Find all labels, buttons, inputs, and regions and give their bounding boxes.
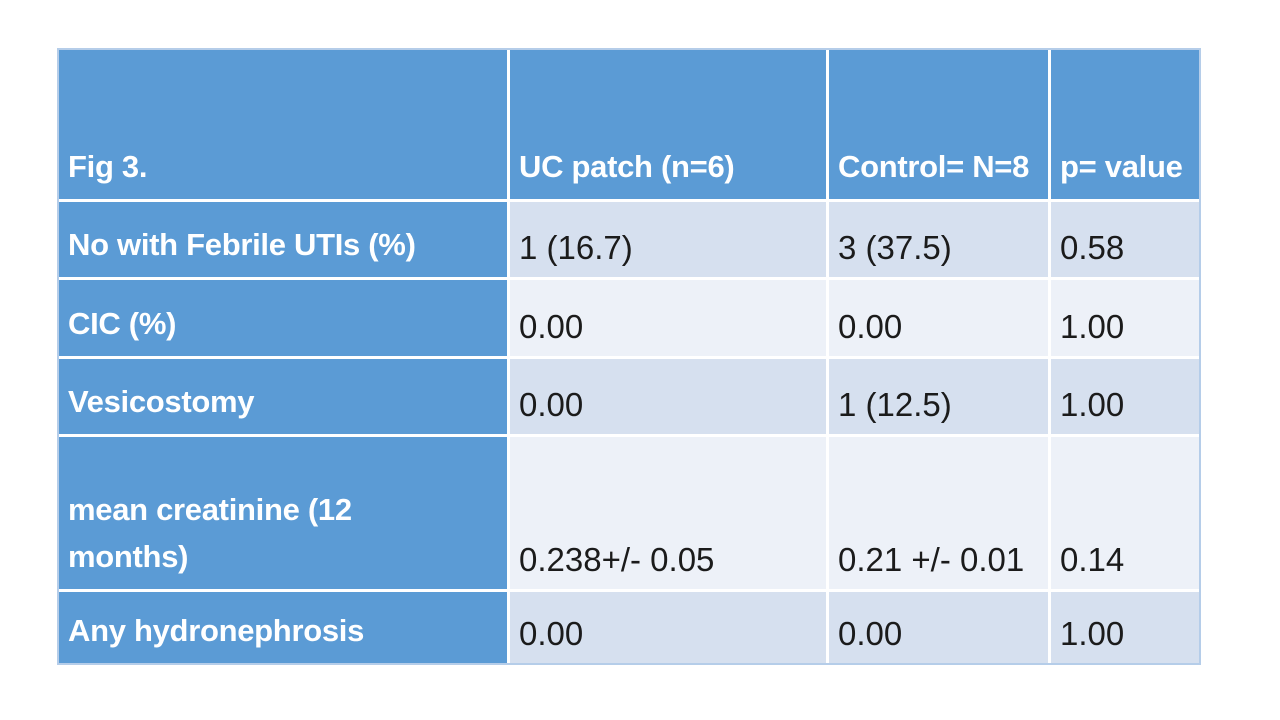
cell-febrile-control: 3 (37.5) (829, 202, 1048, 277)
study-results-table: Fig 3. UC patch (n=6) Control= N=8 p= va… (57, 48, 1201, 665)
cell-cic-uc-patch: 0.00 (510, 280, 826, 356)
cell-mean-creatinine-p-value: 0.14 (1051, 437, 1199, 589)
cell-cic-control: 0.00 (829, 280, 1048, 356)
cell-vesicostomy-p-value: 1.00 (1051, 359, 1199, 434)
column-header-uc-patch: UC patch (n=6) (510, 50, 826, 199)
cell-vesicostomy-control: 1 (12.5) (829, 359, 1048, 434)
row-label-vesicostomy: Vesicostomy (59, 359, 507, 434)
cell-hydronephrosis-control: 0.00 (829, 592, 1048, 663)
cell-febrile-p-value: 0.58 (1051, 202, 1199, 277)
cell-febrile-uc-patch: 1 (16.7) (510, 202, 826, 277)
row-label-mean-creatinine: mean creatinine (12 months) (59, 437, 507, 589)
cell-mean-creatinine-uc-patch: 0.238+/- 0.05 (510, 437, 826, 589)
row-label-hydronephrosis: Any hydronephrosis (59, 592, 507, 663)
row-label-cic: CIC (%) (59, 280, 507, 356)
column-header-control: Control= N=8 (829, 50, 1048, 199)
cell-cic-p-value: 1.00 (1051, 280, 1199, 356)
cell-mean-creatinine-control: 0.21 +/- 0.01 (829, 437, 1048, 589)
cell-hydronephrosis-uc-patch: 0.00 (510, 592, 826, 663)
column-header-p-value: p= value (1051, 50, 1199, 199)
column-header-fig3: Fig 3. (59, 50, 507, 199)
cell-vesicostomy-uc-patch: 0.00 (510, 359, 826, 434)
cell-hydronephrosis-p-value: 1.00 (1051, 592, 1199, 663)
row-label-febrile-utis: No with Febrile UTIs (%) (59, 202, 507, 277)
